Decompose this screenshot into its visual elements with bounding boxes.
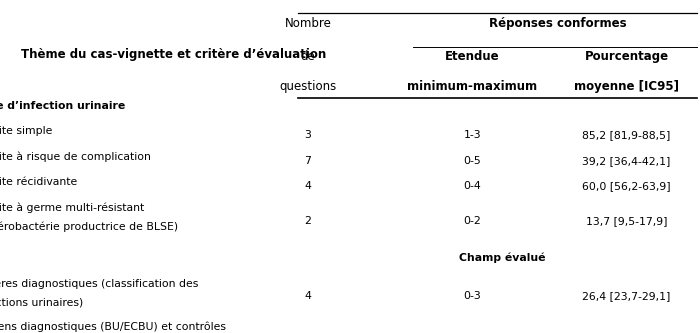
Text: Champ évalué: Champ évalué (459, 252, 545, 263)
Text: Cystite à germe multi-résistant: Cystite à germe multi-résistant (0, 202, 145, 213)
Text: minimum-maximum: minimum-maximum (407, 80, 538, 93)
Text: 85,2 [81,9-88,5]: 85,2 [81,9-88,5] (582, 130, 671, 140)
Text: 0-2: 0-2 (463, 216, 482, 226)
Text: 39,2 [36,4-42,1]: 39,2 [36,4-42,1] (582, 156, 671, 166)
Text: Cystite simple: Cystite simple (0, 126, 53, 136)
Text: 7: 7 (304, 156, 312, 166)
Text: 13,7 [9,5-17,9]: 13,7 [9,5-17,9] (586, 216, 667, 226)
Text: 0-4: 0-4 (463, 181, 482, 191)
Text: Etendue: Etendue (445, 50, 500, 63)
Text: 4: 4 (304, 181, 312, 191)
Text: 1-3: 1-3 (463, 130, 482, 140)
Text: 4: 4 (304, 291, 312, 301)
Text: Pourcentage: Pourcentage (584, 50, 668, 63)
Text: 3: 3 (304, 130, 312, 140)
Text: Moyens diagnostiques (BU/ECBU) et contrôles: Moyens diagnostiques (BU/ECBU) et contrô… (0, 321, 227, 332)
Text: Nombre: Nombre (285, 17, 331, 30)
Text: Réponses conformes: Réponses conformes (489, 17, 627, 30)
Text: moyenne [IC95]: moyenne [IC95] (574, 80, 679, 93)
Text: infections urinaires): infections urinaires) (0, 297, 84, 307)
Text: questions: questions (279, 80, 337, 93)
Text: Cystite à risque de complication: Cystite à risque de complication (0, 151, 151, 162)
Text: 0-5: 0-5 (463, 156, 482, 166)
Text: 26,4 [23,7-29,1]: 26,4 [23,7-29,1] (582, 291, 671, 301)
Text: Critères diagnostiques (classification des: Critères diagnostiques (classification d… (0, 278, 199, 289)
Text: Thème du cas-vignette et critère d’évaluation: Thème du cas-vignette et critère d’évalu… (21, 48, 326, 62)
Text: 2: 2 (304, 216, 312, 226)
Text: 60,0 [56,2-63,9]: 60,0 [56,2-63,9] (582, 181, 671, 191)
Text: (Entérobactérie productrice de BLSE): (Entérobactérie productrice de BLSE) (0, 222, 178, 232)
Text: Cystite récidivante: Cystite récidivante (0, 177, 78, 187)
Text: 0-3: 0-3 (463, 291, 482, 301)
Text: Type d’infection urinaire: Type d’infection urinaire (0, 101, 126, 111)
Text: de: de (300, 50, 316, 63)
